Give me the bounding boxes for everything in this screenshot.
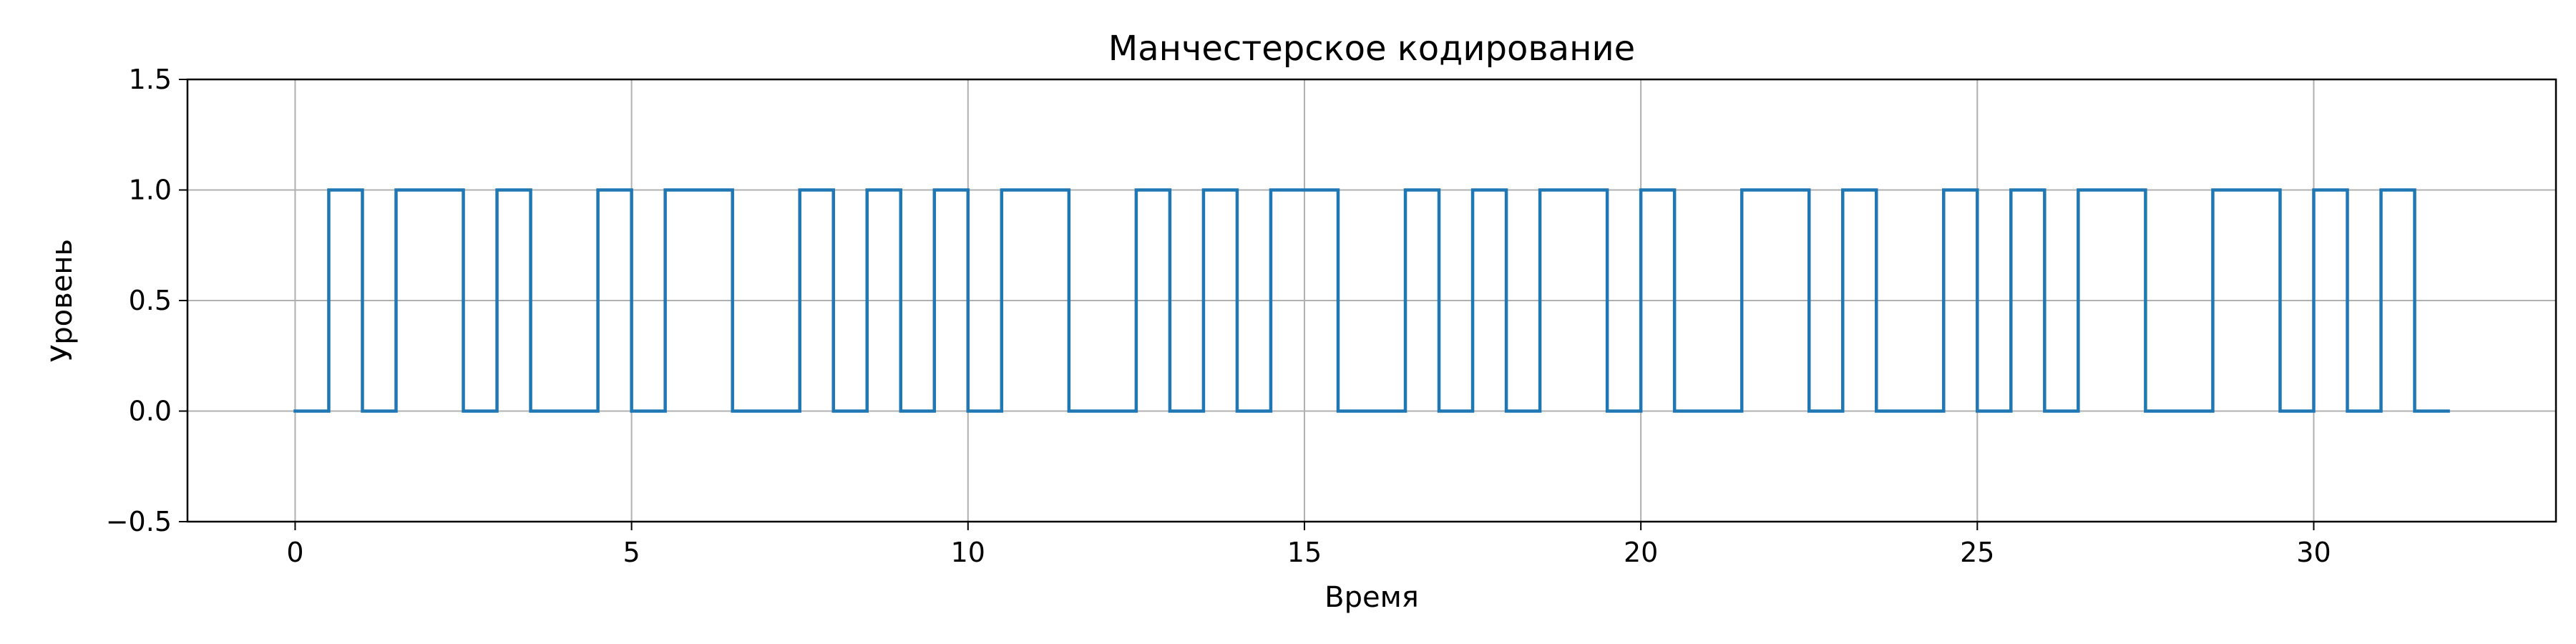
x-tick-label: 5 (623, 537, 640, 568)
chart-title: Манчестерское кодирование (1108, 29, 1635, 69)
x-tick-label: 10 (951, 537, 985, 568)
x-tick-label: 25 (1960, 537, 1994, 568)
x-tick-label: 30 (2296, 537, 2331, 568)
y-axis-label: Уровень (46, 239, 79, 362)
x-tick-label: 20 (1624, 537, 1658, 568)
signal-line (293, 188, 2450, 413)
y-tick-label: −0.5 (106, 506, 172, 537)
axis-ticks: 0 5 10 15 20 25 30 −0.5 0.0 0.5 1.0 1.5 (106, 64, 2331, 568)
y-tick-label: 1.0 (129, 175, 172, 206)
x-tick-label: 15 (1287, 537, 1322, 568)
plot-frame (186, 78, 2557, 523)
x-tick-label: 0 (286, 537, 303, 568)
signal-layer (293, 188, 2450, 413)
y-tick-label: 0.0 (129, 396, 172, 427)
y-tick-label: 0.5 (129, 285, 172, 316)
x-axis-label: Время (1324, 581, 1419, 614)
y-tick-label: 1.5 (129, 64, 172, 95)
grid (187, 79, 2556, 522)
